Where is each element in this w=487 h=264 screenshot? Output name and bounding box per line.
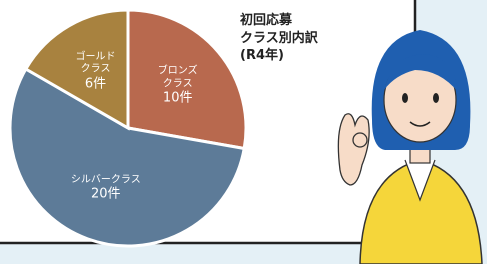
value-label: 6件 (76, 76, 116, 92)
value-label: 10件 (158, 91, 198, 107)
category-label: ゴールド クラス (76, 51, 116, 76)
category-label: ブロンズ クラス (158, 66, 198, 91)
page: 初回応募 クラス別内訳 (R4年) ブロンズ クラス10件シルバークラス20件 ゴ… (0, 0, 487, 264)
category-label: シルバークラス (71, 175, 141, 188)
pie (10, 10, 246, 246)
value-label: 20件 (71, 187, 141, 203)
chart-title: 初回応募 クラス別内訳 (R4年) (240, 12, 318, 65)
